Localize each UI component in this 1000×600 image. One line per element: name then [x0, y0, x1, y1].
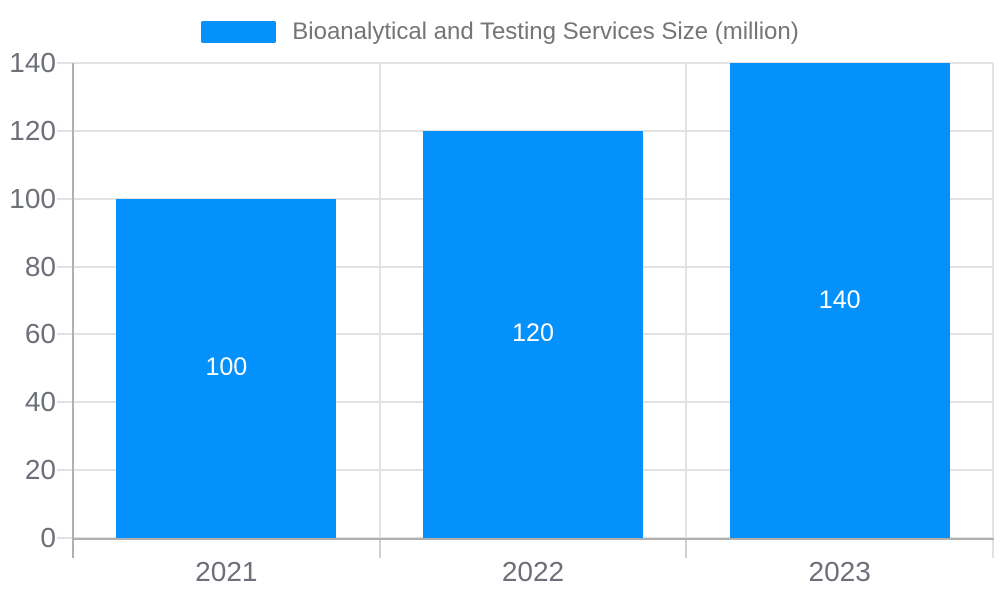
y-gridline	[57, 62, 993, 64]
y-axis-tick-label: 140	[9, 47, 56, 78]
bar	[116, 198, 337, 538]
legend-color-swatch	[201, 21, 277, 43]
chart-legend-item[interactable]: Bioanalytical and Testing Services Size …	[0, 14, 1000, 50]
y-axis-tick-label: 60	[24, 318, 56, 350]
y-axis-tick-label: 40	[24, 386, 56, 418]
y-axis-tick-label: 80	[24, 250, 56, 282]
x-axis-tick-label: 2022	[501, 556, 565, 587]
y-axis-tick-label: 20	[24, 454, 56, 486]
y-axis-tick-label: 0	[40, 522, 56, 553]
bar	[423, 130, 643, 538]
bar-value-label: 140	[818, 285, 861, 314]
x-axis-tick	[378, 538, 381, 558]
x-axis-tick	[685, 538, 688, 558]
plot-right-border	[992, 63, 994, 558]
category-boundary-gridline	[685, 63, 688, 538]
bar	[729, 63, 950, 538]
bar-value-label: 120	[512, 319, 554, 348]
y-axis-line	[72, 63, 74, 558]
x-axis-tick-label: 2021	[195, 556, 258, 587]
x-axis-line	[72, 538, 994, 540]
y-axis-tick-label: 120	[9, 114, 56, 146]
x-axis-tick-label: 2023	[808, 556, 871, 587]
y-axis-tick-label: 100	[9, 182, 56, 214]
bar-value-label: 100	[205, 353, 248, 382]
category-boundary-gridline	[378, 63, 381, 538]
legend-label: Bioanalytical and Testing Services Size …	[292, 18, 799, 45]
